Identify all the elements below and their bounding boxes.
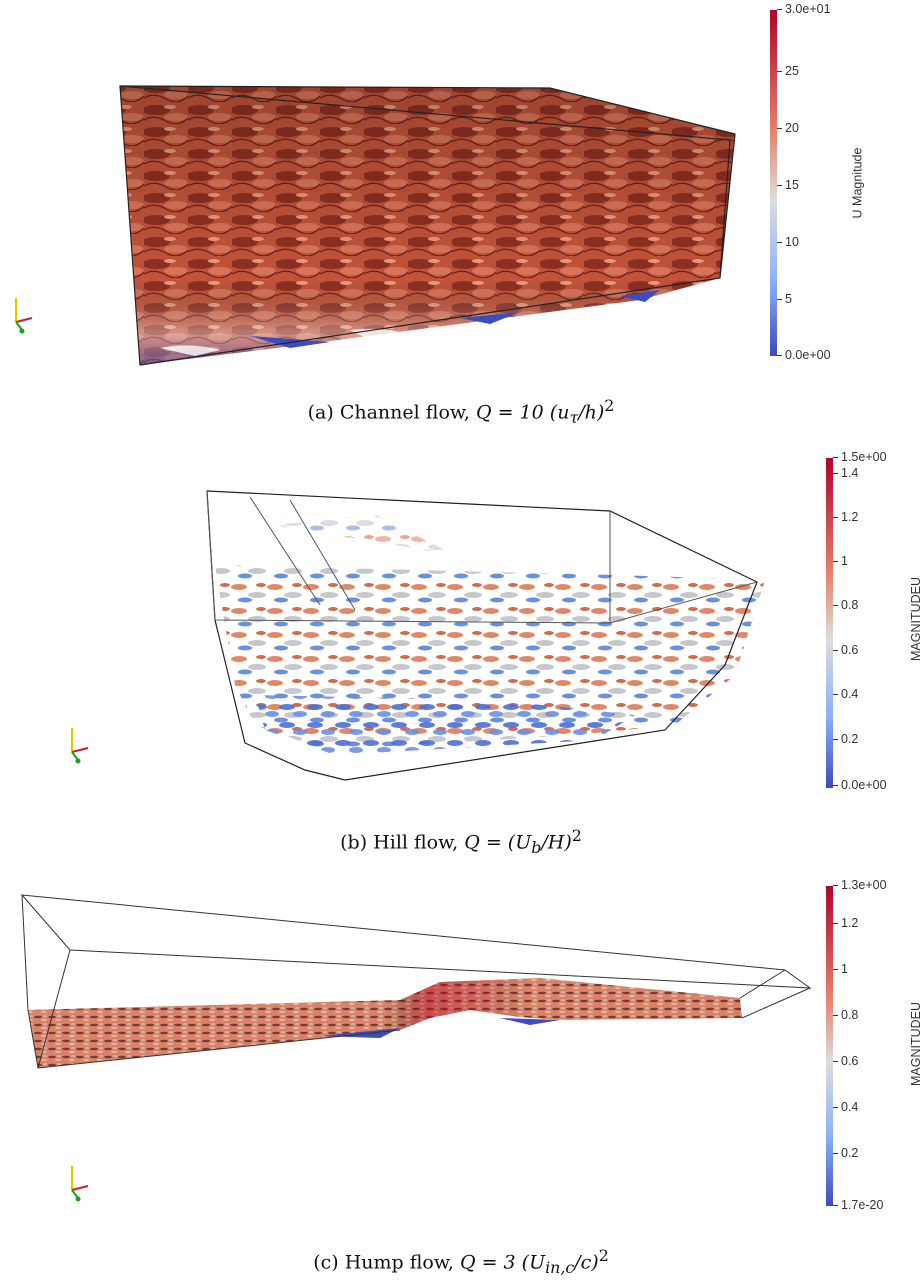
colorbar-c-tick: 1.7e-20 [833, 1198, 883, 1212]
colorbar-c [826, 886, 833, 1206]
colorbar-c-tick: 1.3e+00 [833, 878, 887, 892]
figure-panel-b: 1.5e+00 1.4 1.2 1 0.8 0.6 0.4 0.2 0.0e+0… [0, 440, 922, 870]
colorbar-a-title: U Magnitude [850, 147, 865, 219]
axes-orientation-icon [15, 298, 33, 334]
colorbar-b-tick: 0.6 [833, 643, 858, 657]
colorbar-a-tick: 15 [777, 178, 799, 192]
hump-flow-render [20, 894, 812, 1069]
figure-panel-c: 1.3e+00 1.2 1 0.8 0.6 0.4 0.2 1.7e-20 MA… [0, 870, 922, 1286]
colorbar-c-tick: 0.4 [833, 1100, 858, 1114]
colorbar-a-tick: 20 [777, 121, 799, 135]
colorbar-b-tick: 0.8 [833, 598, 858, 612]
colorbar-b-tick: 1.2 [833, 510, 858, 524]
caption-a: (a) Channel flow, Q = 10 (uτ/h)2 [307, 396, 615, 428]
colorbar-b-tick: 0.0e+00 [833, 778, 887, 792]
hill-flow-render [206, 490, 765, 781]
caption-b: (b) Hill flow, Q = (Ub/H)2 [340, 826, 582, 858]
colorbar-b-tick: 1.4 [833, 466, 858, 480]
colorbar-a-tick: 5 [777, 292, 792, 306]
colorbar-a-tick: 0.0e+00 [777, 348, 831, 362]
colorbar-b-tick: 0.2 [833, 732, 858, 746]
colorbar-b-tick: 1.5e+00 [833, 450, 887, 464]
colorbar-a [770, 10, 777, 356]
caption-c: (c) Hump flow, Q = 3 (Uin,c/c)2 [313, 1246, 609, 1278]
colorbar-a-tick: 25 [777, 64, 799, 78]
colorbar-c-tick: 1 [833, 962, 848, 976]
colorbar-c-tick: 0.8 [833, 1008, 858, 1022]
colorbar-b-title: MAGNITUDEU [909, 576, 922, 662]
colorbar-b-tick: 0.4 [833, 687, 858, 701]
axes-orientation-icon [71, 1166, 89, 1202]
channel-flow-render [119, 85, 736, 366]
colorbar-b-tick: 1 [833, 554, 848, 568]
colorbar-a-tick: 10 [777, 235, 799, 249]
colorbar-c-tick: 0.6 [833, 1054, 858, 1068]
colorbar-b [826, 458, 833, 788]
colorbar-c-title: MAGNITUDEU [909, 1001, 922, 1087]
figure-panel-a: 3.0e+01 25 20 15 10 5 0.0e+00 U Magnitud… [0, 0, 922, 430]
colorbar-c-tick: 0.2 [833, 1146, 858, 1160]
axes-orientation-icon [71, 728, 89, 764]
colorbar-c-tick: 1.2 [833, 916, 858, 930]
colorbar-a-tick: 3.0e+01 [777, 2, 831, 16]
